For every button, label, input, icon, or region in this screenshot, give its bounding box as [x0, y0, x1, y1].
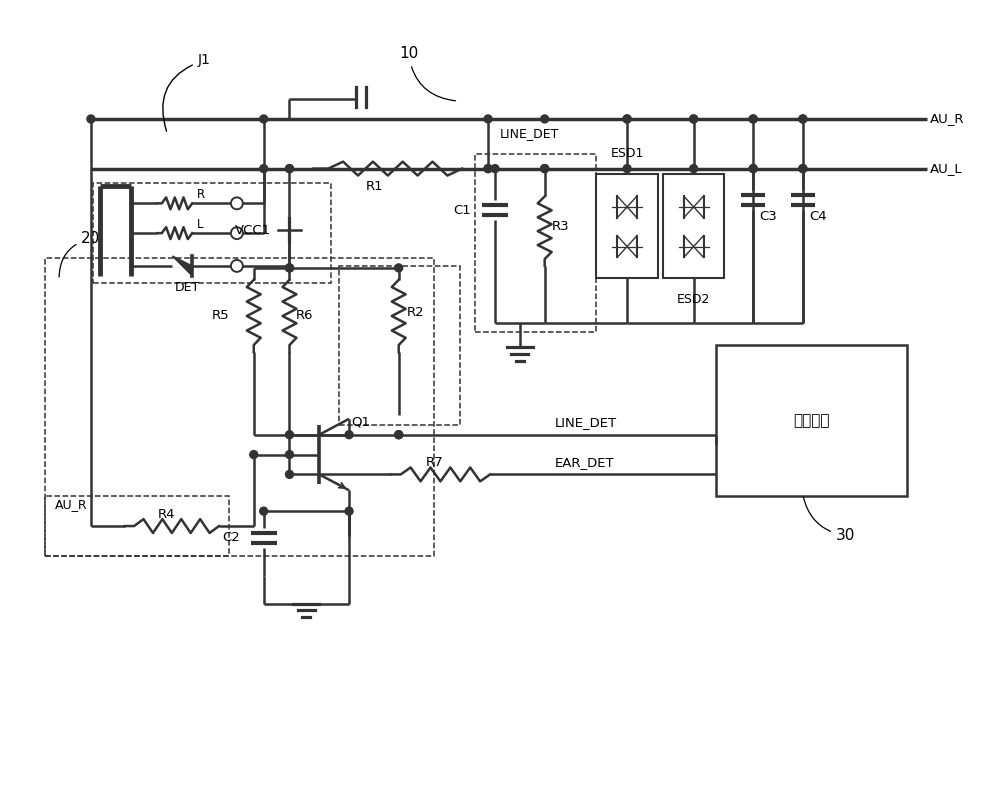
Text: R6: R6: [295, 309, 313, 322]
Circle shape: [623, 164, 631, 172]
Circle shape: [541, 115, 549, 123]
Circle shape: [286, 164, 293, 172]
Circle shape: [541, 164, 549, 172]
Text: Q1: Q1: [351, 416, 370, 428]
Circle shape: [491, 164, 499, 172]
Text: C2: C2: [222, 531, 240, 545]
Circle shape: [286, 164, 293, 172]
Text: ESD1: ESD1: [610, 147, 644, 161]
Bar: [45, 258, 434, 556]
Circle shape: [250, 451, 258, 459]
Text: C3: C3: [759, 210, 777, 223]
Circle shape: [395, 430, 403, 438]
Circle shape: [799, 115, 807, 123]
Circle shape: [623, 115, 631, 123]
Text: C4: C4: [809, 210, 826, 223]
Text: AU_L: AU_L: [930, 162, 963, 175]
Circle shape: [345, 507, 353, 515]
Circle shape: [690, 115, 698, 123]
Circle shape: [286, 451, 293, 459]
Text: L: L: [197, 218, 204, 231]
Circle shape: [484, 164, 492, 172]
Text: AU_R: AU_R: [55, 497, 88, 511]
Text: DET: DET: [175, 281, 200, 294]
Circle shape: [395, 430, 403, 438]
Text: R5: R5: [212, 309, 230, 322]
Bar: [663, 174, 724, 278]
Text: R: R: [197, 188, 205, 201]
Text: R2: R2: [407, 306, 424, 319]
Bar: [475, 153, 596, 332]
Circle shape: [231, 227, 243, 239]
Circle shape: [749, 164, 757, 172]
Text: EAR_DET: EAR_DET: [555, 456, 614, 469]
Bar: [596, 174, 658, 278]
Bar: [45, 497, 229, 556]
Bar: [716, 345, 907, 497]
Text: LINE_DET: LINE_DET: [555, 416, 617, 429]
Circle shape: [345, 430, 353, 438]
Text: R7: R7: [426, 456, 443, 469]
Circle shape: [690, 115, 698, 123]
Circle shape: [484, 164, 492, 172]
Circle shape: [484, 115, 492, 123]
Circle shape: [749, 115, 757, 123]
Bar: [93, 183, 331, 283]
Circle shape: [286, 264, 293, 272]
Text: J1: J1: [163, 54, 211, 131]
Text: ESD2: ESD2: [677, 294, 710, 306]
Text: C1: C1: [453, 204, 471, 216]
Circle shape: [231, 260, 243, 272]
Circle shape: [749, 164, 757, 172]
Circle shape: [286, 430, 293, 438]
Circle shape: [87, 115, 95, 123]
Text: 主控芯片: 主控芯片: [794, 413, 830, 428]
Circle shape: [749, 115, 757, 123]
Circle shape: [286, 264, 293, 272]
Circle shape: [799, 164, 807, 172]
Circle shape: [690, 164, 698, 172]
Circle shape: [395, 264, 403, 272]
Circle shape: [260, 164, 268, 172]
Circle shape: [260, 115, 268, 123]
Circle shape: [541, 164, 549, 172]
Circle shape: [799, 115, 807, 123]
Circle shape: [231, 198, 243, 209]
Text: 20: 20: [59, 231, 101, 277]
Text: LINE_DET: LINE_DET: [500, 127, 559, 140]
Text: R1: R1: [366, 180, 384, 193]
Text: AU_R: AU_R: [930, 113, 964, 125]
Text: R3: R3: [552, 220, 569, 233]
Text: 30: 30: [803, 497, 855, 543]
Text: 10: 10: [399, 46, 456, 101]
Bar: [339, 266, 460, 425]
Text: VCC1: VCC1: [235, 224, 271, 237]
Circle shape: [260, 507, 268, 515]
Circle shape: [799, 164, 807, 172]
Circle shape: [286, 471, 293, 478]
Text: R4: R4: [157, 508, 175, 521]
Polygon shape: [172, 256, 192, 275]
Circle shape: [623, 115, 631, 123]
